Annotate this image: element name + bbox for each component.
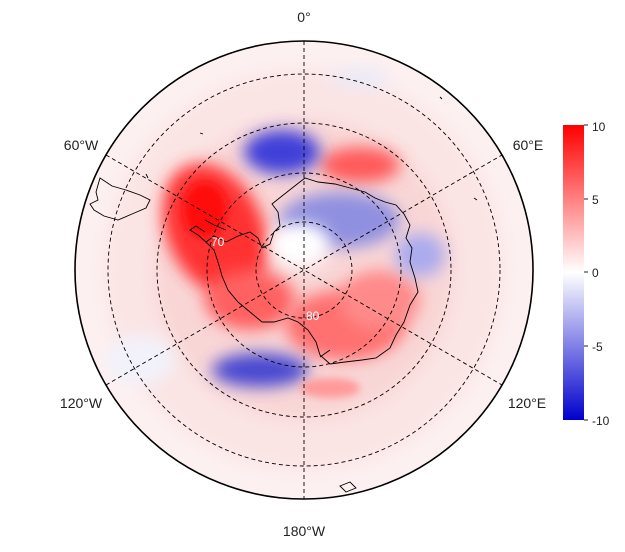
lon-label-0: 0° [297,9,310,25]
colorbar-tick-10: 10 [592,120,606,134]
colorbar: 10 5 0 -5 -10 [563,120,610,428]
lon-label-120w: 120°W [60,395,103,411]
lon-label-60w: 60°W [64,137,99,153]
colorbar-tick-neg10: -10 [592,414,610,428]
anomaly-field [75,41,533,499]
lat-label-70: 70 [211,235,225,249]
colorbar-tick-neg5: -5 [592,340,603,354]
lon-label-60e: 60°E [513,137,544,153]
colorbar-tick-5: 5 [592,193,599,207]
colorbar-tick-0: 0 [592,266,599,280]
lon-label-180w: 180°W [283,523,326,539]
coastlines [89,96,478,493]
map-boundary [74,40,534,500]
colorbar-gradient [563,125,584,420]
lon-label-120e: 120°E [508,395,546,411]
graticule [105,41,503,499]
lat-label-80: 80 [306,309,320,323]
